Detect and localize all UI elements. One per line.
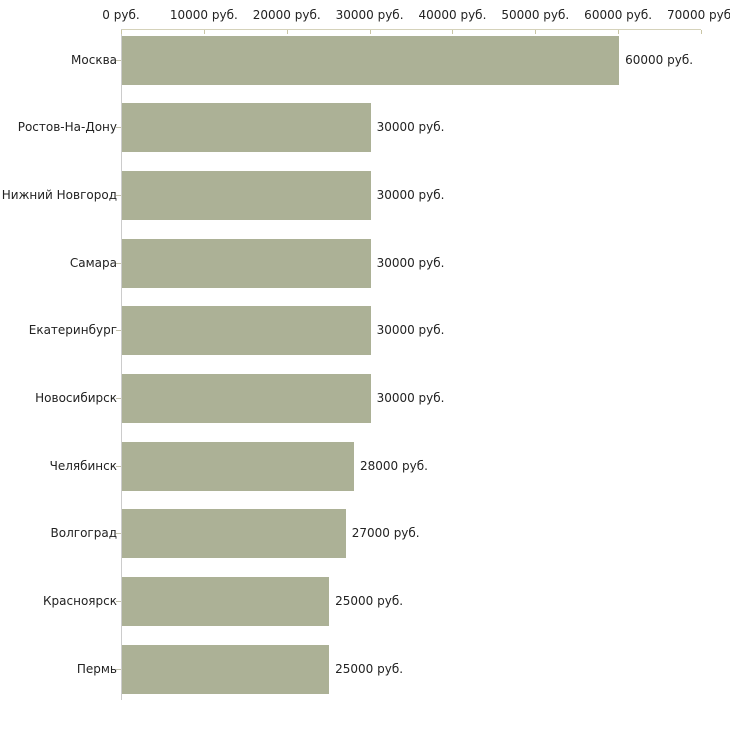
x-axis-tick-mark	[701, 30, 702, 34]
x-axis-tick-mark	[535, 30, 537, 34]
bar-value-label: 30000 руб.	[376, 187, 445, 202]
x-axis-tick-label: 40000 руб.	[418, 8, 487, 22]
bar-4	[122, 306, 371, 356]
bar-value-label: 30000 руб.	[376, 323, 445, 338]
category-label: Самара	[69, 255, 117, 270]
bar-0	[122, 35, 620, 85]
y-axis-tick-mark	[116, 601, 121, 603]
category-label: Волгоград	[50, 526, 117, 541]
bar-8	[122, 577, 330, 627]
bar-5	[122, 374, 371, 423]
y-axis-tick-mark	[116, 194, 121, 196]
bar-3	[122, 238, 371, 288]
bar-value-label: 28000 руб.	[360, 458, 428, 473]
category-label: Красноярск	[43, 594, 117, 609]
bar-9	[122, 644, 330, 694]
y-axis-tick-mark	[116, 533, 121, 535]
y-axis-tick-mark	[116, 59, 121, 61]
y-axis-tick-mark	[116, 262, 121, 264]
y-axis-tick-mark	[116, 398, 121, 399]
category-label: Екатеринбург	[28, 323, 117, 338]
category-label: Новосибирск	[35, 391, 117, 405]
category-labels: Москва Ростов-На-Дону Нижний Новгород Самар…	[0, 29, 117, 700]
category-label: Москва	[71, 52, 117, 67]
category-label: Нижний Новгород	[1, 187, 117, 202]
x-axis-tick-label: 10000 руб.	[169, 8, 238, 22]
bar-value-label: 27000 руб.	[351, 526, 420, 541]
x-axis-tick-mark	[369, 30, 371, 34]
y-axis-tick-mark	[116, 668, 121, 670]
plot-area: 60000 руб. 30000 руб. 30000 руб. 30000 руб.…	[116, 29, 702, 700]
category-label: Ростов-На-Дону	[17, 120, 117, 135]
x-axis-tick-mark	[452, 30, 454, 34]
category-label: Челябинск	[49, 458, 117, 473]
x-axis-tick-mark	[286, 30, 288, 34]
x-axis-tick-label: 20000 руб.	[252, 8, 321, 22]
bar-value-label: 30000 руб.	[376, 391, 445, 405]
x-axis-tick-labels: 0 руб. 10000 руб. 20000 руб. 30000 руб. 4000…	[102, 8, 730, 23]
y-axis-line	[121, 29, 122, 700]
x-axis-tick-label: 30000 руб.	[335, 8, 404, 22]
y-axis-tick-mark	[116, 465, 121, 467]
x-axis-tick-label: 60000 руб.	[584, 8, 653, 22]
bar-2	[122, 170, 371, 220]
bar-value-label: 30000 руб.	[376, 120, 445, 135]
x-axis-tick-label: 70000 руб.	[667, 8, 730, 22]
x-axis-line	[121, 29, 701, 30]
y-axis-tick-mark	[116, 127, 121, 129]
bar-value-label: 30000 руб.	[376, 255, 445, 270]
x-axis-tick-mark	[203, 30, 205, 34]
category-label: Пермь	[76, 661, 117, 676]
x-axis-tick-mark	[121, 30, 122, 34]
y-axis-tick-mark	[116, 330, 121, 332]
bar-value-label: 25000 руб.	[335, 594, 404, 609]
bar-value-label: 25000 руб.	[335, 661, 404, 676]
x-axis-tick-label: 0 руб.	[102, 8, 140, 22]
bar-1	[122, 103, 371, 153]
x-axis-tick-label: 50000 руб.	[501, 8, 570, 22]
bar-value-label: 60000 руб.	[625, 52, 694, 67]
bar-7	[122, 509, 346, 559]
x-axis-tick-mark	[618, 30, 620, 34]
bar-6	[122, 441, 354, 491]
